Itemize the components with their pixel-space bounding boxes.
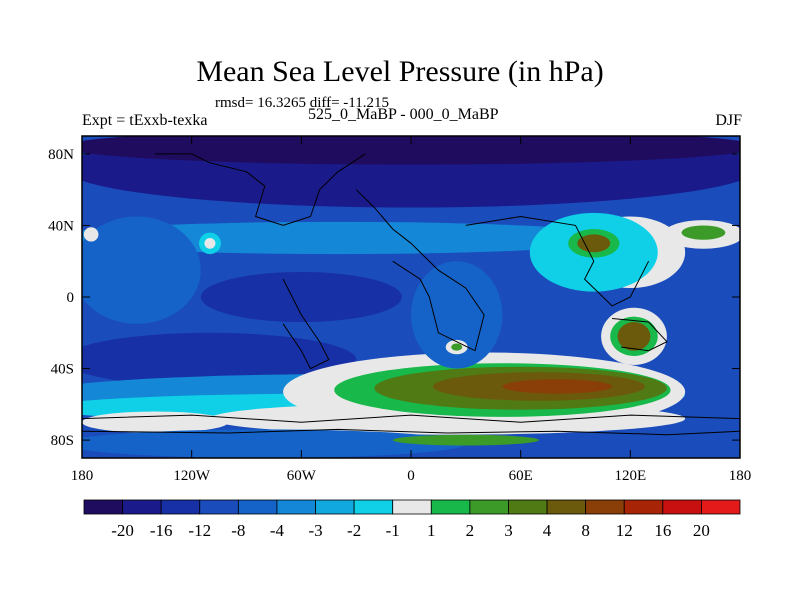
colorbar-label: -3 xyxy=(308,521,322,540)
colorbar-box xyxy=(546,499,587,515)
field-n-america-white xyxy=(204,237,216,249)
y-tick-label: 40S xyxy=(51,362,74,378)
colorbar-label: 4 xyxy=(543,521,552,540)
colorbar-box xyxy=(122,499,162,515)
colorbar-label: -12 xyxy=(188,521,211,540)
colorbar-label: 2 xyxy=(466,521,475,540)
colorbar-box xyxy=(276,499,316,515)
coastline-4 xyxy=(82,414,740,423)
colorbar-box xyxy=(623,499,664,515)
field-south-high-core xyxy=(502,379,613,394)
x-tick-label: 0 xyxy=(407,468,415,484)
colorbar-box xyxy=(353,499,394,515)
colorbar-box xyxy=(662,499,702,515)
field-arctic-cap xyxy=(82,136,740,165)
field-polar-south-light xyxy=(82,429,466,458)
coastline-6 xyxy=(612,318,668,352)
field-asia-high-olive xyxy=(577,234,611,253)
colorbar-label: 3 xyxy=(504,521,513,540)
colorbar-box xyxy=(315,499,355,515)
colorbar-box xyxy=(508,499,548,515)
field-antarctic-green-strip xyxy=(392,434,539,446)
field-west-pacific-light xyxy=(82,216,201,324)
chart-title: Mean Sea Level Pressure (in hPa) xyxy=(196,55,604,88)
colorbar-box xyxy=(199,499,239,515)
field-pacific-ne-green xyxy=(681,225,726,240)
field-south-atlantic-spot-core xyxy=(451,343,463,351)
y-tick-label: 0 xyxy=(67,290,75,306)
colorbar-box xyxy=(237,499,278,515)
coastline-3 xyxy=(465,215,650,307)
colorbar-label: -1 xyxy=(386,521,400,540)
colorbar-label: -16 xyxy=(150,521,173,540)
coastline-2 xyxy=(282,278,330,370)
colorbar-box xyxy=(392,499,432,515)
colorbar-label: 1 xyxy=(427,521,436,540)
field-africa-light xyxy=(411,261,503,369)
x-tick-label: 120E xyxy=(614,468,646,484)
y-tick-label: 80N xyxy=(48,147,74,163)
experiment-label: Expt = tExxb-texka xyxy=(82,112,208,129)
field-tropics-dark xyxy=(200,271,402,323)
colorbar-label: 16 xyxy=(654,521,671,540)
field-w-pacific-small-white xyxy=(83,227,99,242)
colorbar-box xyxy=(83,499,123,515)
stats-text: rmsd= 16.3265 diff= -11.215 xyxy=(215,95,389,111)
field-antarctic-white-west xyxy=(82,411,229,433)
x-tick-label: 120W xyxy=(173,468,211,484)
colorbar-label: -20 xyxy=(111,521,134,540)
coastline-1 xyxy=(355,189,485,352)
season-label: DJF xyxy=(715,112,742,129)
period-label: 525_0_MaBP - 000_0_MaBP xyxy=(308,106,499,123)
y-tick-label: 40N xyxy=(48,218,74,234)
x-tick-label: 180 xyxy=(71,468,94,484)
x-tick-label: 180 xyxy=(729,468,752,484)
colorbar-label: -2 xyxy=(347,521,361,540)
colorbar-label: 8 xyxy=(581,521,590,540)
pressure-field xyxy=(82,136,740,458)
colorbar-label: -4 xyxy=(270,521,285,540)
x-tick-label: 60W xyxy=(287,468,317,484)
x-tick-label: 60E xyxy=(509,468,533,484)
colorbar-box xyxy=(701,499,741,515)
colorbar-box xyxy=(585,499,625,515)
field-australia-olive xyxy=(617,322,651,351)
colorbar-label: 12 xyxy=(616,521,633,540)
y-tick-label: 80S xyxy=(51,433,74,449)
coastline-0 xyxy=(155,153,366,226)
colorbar-box xyxy=(160,499,201,515)
colorbar-box xyxy=(430,499,471,515)
colorbar-label: -8 xyxy=(231,521,245,540)
field-south-pacific-dark xyxy=(82,332,357,387)
continent-outlines xyxy=(82,153,740,436)
colorbar-label: 20 xyxy=(693,521,710,540)
colorbar-box xyxy=(469,499,509,515)
coastline-5 xyxy=(82,428,740,436)
